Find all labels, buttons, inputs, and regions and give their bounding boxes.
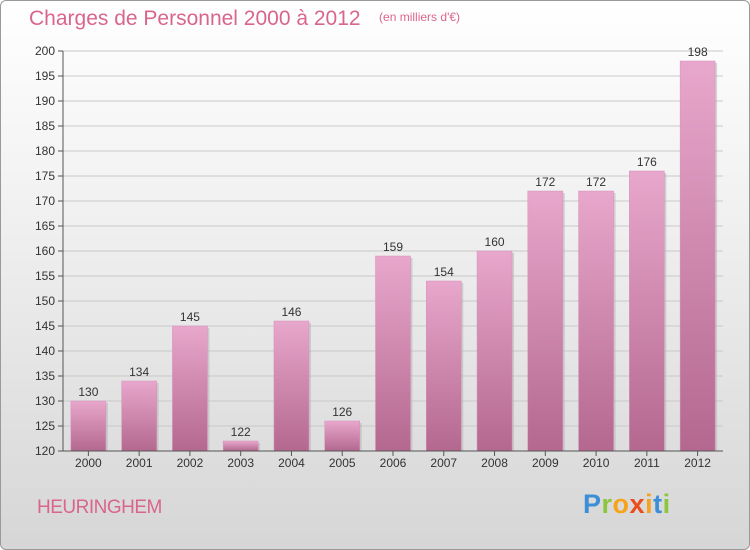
y-tick-label: 120 <box>35 444 55 458</box>
y-tick-label: 160 <box>35 244 55 258</box>
y-tick-label: 195 <box>35 69 55 83</box>
bar-value-label: 159 <box>383 240 403 254</box>
x-tick-label: 2012 <box>684 456 711 470</box>
y-tick-label: 135 <box>35 369 55 383</box>
bar-value-label: 172 <box>535 175 555 189</box>
title-block: Charges de Personnel 2000 à 2012 (en mil… <box>29 7 460 31</box>
chart-subtitle: (en milliers d'€) <box>379 10 461 24</box>
commune-name: HEURINGHEM <box>37 497 162 518</box>
bar <box>527 190 564 452</box>
bar-value-label: 126 <box>332 405 352 419</box>
x-tick-label: 2007 <box>430 456 457 470</box>
bar <box>70 400 107 452</box>
x-tick-label: 2011 <box>634 456 660 470</box>
x-tick-label: 2004 <box>278 456 305 470</box>
bar <box>222 440 259 452</box>
bar <box>375 255 411 452</box>
y-tick-label: 125 <box>35 419 55 433</box>
x-tick-label: 2006 <box>380 456 407 470</box>
chart-title: Charges de Personnel 2000 à 2012 <box>29 7 361 30</box>
bar-value-label: 145 <box>180 310 200 324</box>
logo-letter: i <box>662 489 671 519</box>
y-tick-label: 145 <box>35 319 55 333</box>
y-tick-label: 140 <box>35 344 55 358</box>
x-tick-label: 2008 <box>481 456 508 470</box>
bar-value-label: 172 <box>586 175 606 189</box>
x-tick-label: 2001 <box>126 456 153 470</box>
bar <box>578 190 614 452</box>
y-tick-label: 155 <box>35 269 55 283</box>
bars-layer: 130 134 145 122 146 126 159 154 160 172 172 176 198 <box>70 45 718 452</box>
y-tick-label: 175 <box>35 169 55 183</box>
bar <box>426 280 462 452</box>
bar-value-label: 198 <box>688 45 708 59</box>
bar-value-label: 130 <box>78 385 98 399</box>
axis-layer: 120 125 130 135 140 145 150 155 160 165 170 175 180 1… <box>35 44 723 470</box>
y-tick-label: 170 <box>35 194 55 208</box>
x-tick-label: 2003 <box>227 456 254 470</box>
logo-letter: r <box>601 489 613 519</box>
logo-letter: t <box>653 489 663 519</box>
y-tick-label: 190 <box>35 94 55 108</box>
bar-value-label: 176 <box>637 155 657 169</box>
y-tick-label: 185 <box>35 119 55 133</box>
x-tick-label: 2005 <box>329 456 356 470</box>
bar-value-label: 134 <box>129 365 149 379</box>
bar <box>172 325 208 452</box>
logo-letter: x <box>629 489 646 519</box>
logo-letter: o <box>612 489 630 519</box>
x-tick-label: 2010 <box>583 456 610 470</box>
x-tick-label: 2009 <box>532 456 559 470</box>
bar-value-label: 154 <box>434 265 454 279</box>
bar-value-label: 146 <box>281 305 301 319</box>
y-tick-label: 150 <box>35 294 55 308</box>
x-tick-label: 2002 <box>177 456 204 470</box>
proxiti-logo: Proxiti <box>583 489 671 520</box>
logo-letter: P <box>583 489 602 519</box>
bar <box>121 380 157 452</box>
logo-letter: i <box>645 489 654 519</box>
y-tick-label: 180 <box>35 144 55 158</box>
bar-value-label: 160 <box>485 235 505 249</box>
y-tick-label: 130 <box>35 394 55 408</box>
bar-value-label: 122 <box>231 425 251 439</box>
y-tick-label: 200 <box>35 44 55 58</box>
bar <box>273 320 310 452</box>
x-tick-label: 2000 <box>75 456 102 470</box>
bar <box>679 60 716 452</box>
y-tick-label: 165 <box>35 219 55 233</box>
bar <box>629 170 665 452</box>
bar <box>476 250 513 452</box>
bar <box>324 420 360 452</box>
